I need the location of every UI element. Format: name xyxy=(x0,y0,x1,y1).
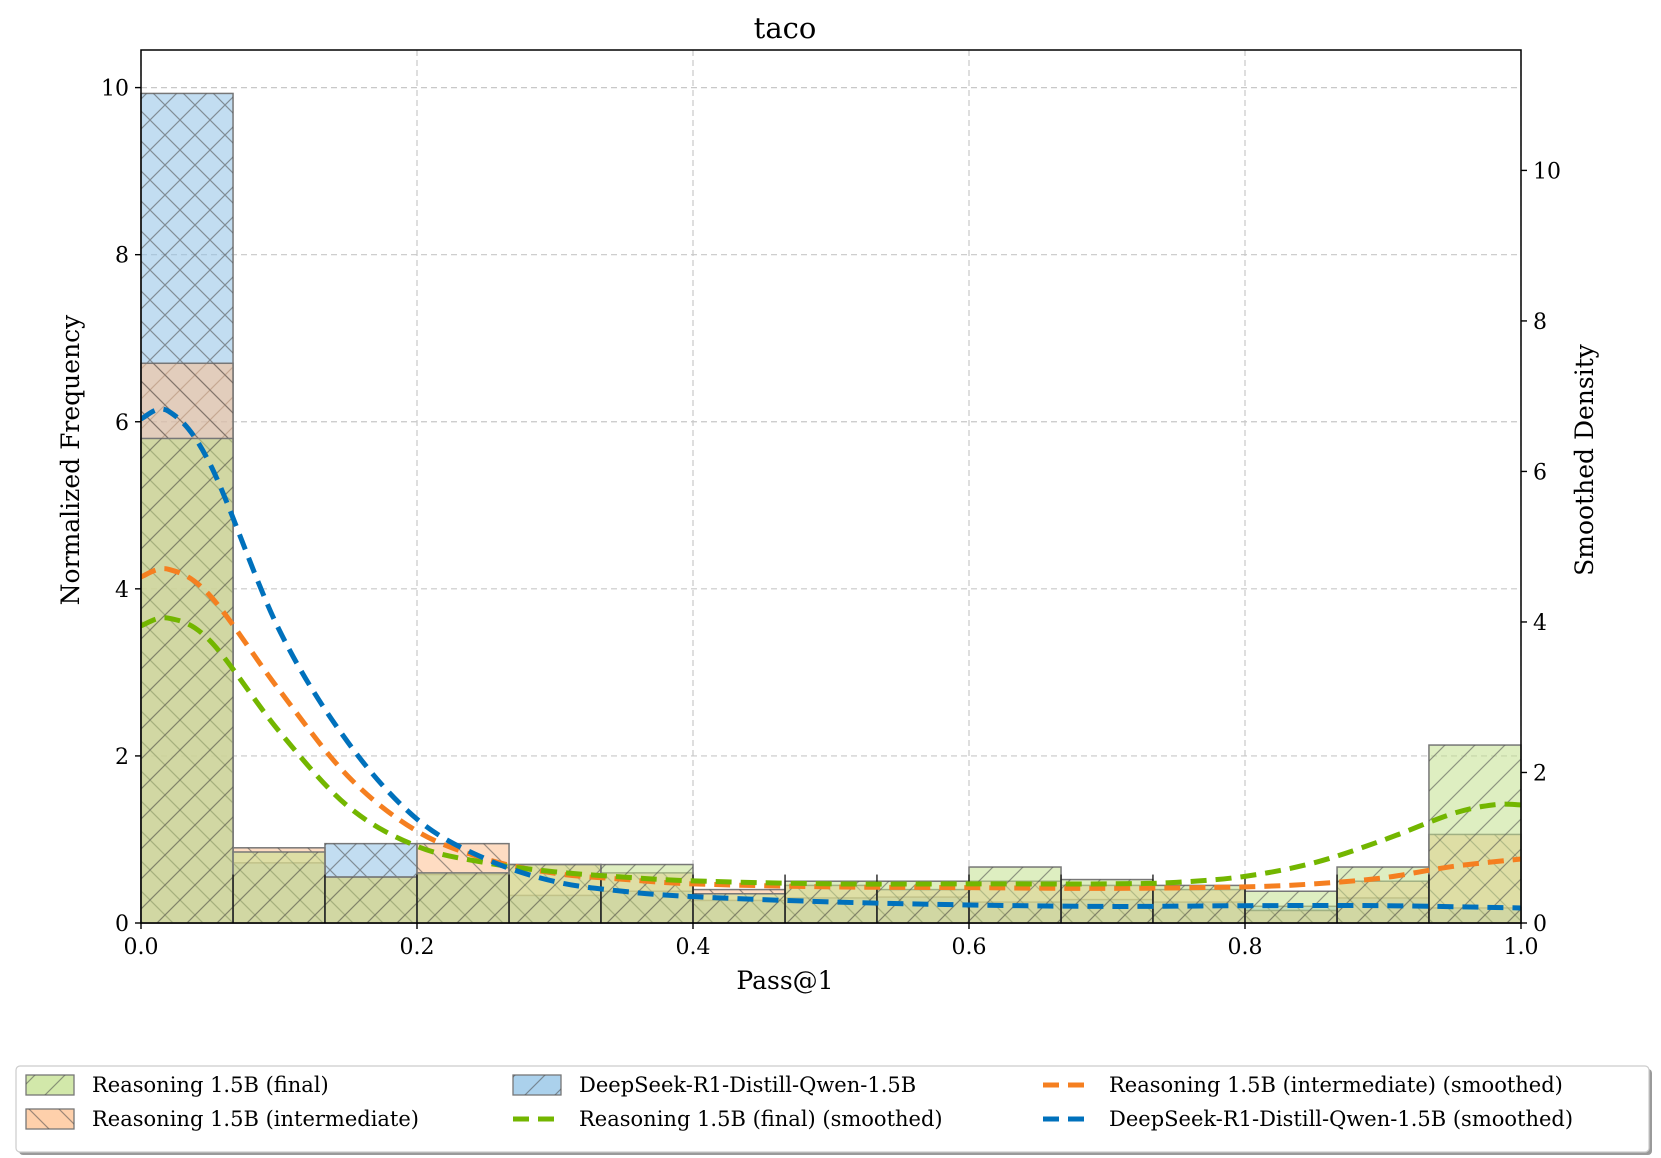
legend-swatch-hatch xyxy=(26,1075,74,1095)
legend-label: Reasoning 1.5B (intermediate) xyxy=(92,1107,419,1131)
y2-axis-label: Smoothed Density xyxy=(1570,343,1599,576)
x-tick-label: 0.8 xyxy=(1228,935,1263,960)
y2-tick-label: 6 xyxy=(1533,460,1547,485)
grid-lines xyxy=(140,50,1522,924)
chart-title: taco xyxy=(754,11,817,45)
legend-swatch-hatch xyxy=(513,1075,561,1095)
bar-hatch xyxy=(1337,867,1429,923)
legend-box xyxy=(15,1065,1650,1153)
legend-label: Reasoning 1.5B (intermediate) (smoothed) xyxy=(1109,1073,1563,1097)
smoothed-curve xyxy=(140,566,1522,891)
y-tick-label: 6 xyxy=(115,411,129,436)
legend-label: Reasoning 1.5B (final) (smoothed) xyxy=(579,1107,943,1131)
y2-tick-label: 2 xyxy=(1533,761,1547,786)
legend-swatch-hatch xyxy=(26,1109,74,1129)
y-tick-label: 8 xyxy=(115,244,129,269)
y2-tick-label: 4 xyxy=(1533,611,1547,636)
legend-label: Reasoning 1.5B (final) xyxy=(92,1073,329,1097)
bar-hatch xyxy=(141,438,234,923)
smoothed-curves xyxy=(139,406,1522,911)
x-axis-label: Pass@1 xyxy=(736,966,833,995)
bar-hatch xyxy=(233,851,325,923)
smoothed-curve xyxy=(139,406,1522,911)
legend: Reasoning 1.5B (final) Reasoning 1.5B (in… xyxy=(15,1065,1652,1155)
legend-label: DeepSeek-R1-Distill-Qwen-1.5B xyxy=(579,1073,916,1097)
plot-frame xyxy=(140,49,1522,924)
bar-hatch xyxy=(417,872,510,923)
y-axis-label: Normalized Frequency xyxy=(56,314,85,605)
bar-hatch xyxy=(324,877,417,923)
y2-tick-label: 10 xyxy=(1533,159,1561,184)
y-tick-label: 0 xyxy=(115,912,129,937)
y2-tick-label: 8 xyxy=(1533,310,1547,335)
y2-tick-label: 0 xyxy=(1533,912,1547,937)
x-tick-label: 0.0 xyxy=(124,935,159,960)
legend-label: DeepSeek-R1-Distill-Qwen-1.5B (smoothed) xyxy=(1109,1107,1573,1131)
histogram-bars xyxy=(140,92,1522,924)
y-tick-label: 10 xyxy=(101,77,129,102)
x-tick-label: 0.2 xyxy=(400,935,435,960)
y-tick-label: 2 xyxy=(115,745,129,770)
y-tick-label: 4 xyxy=(115,578,129,603)
x-tick-label: 1.0 xyxy=(1504,935,1539,960)
smoothed-curve xyxy=(140,615,1522,887)
bar-hatch xyxy=(969,867,1062,923)
x-tick-label: 0.6 xyxy=(952,935,987,960)
bar-hatch xyxy=(1428,745,1521,923)
x-tick-label: 0.4 xyxy=(676,935,711,960)
